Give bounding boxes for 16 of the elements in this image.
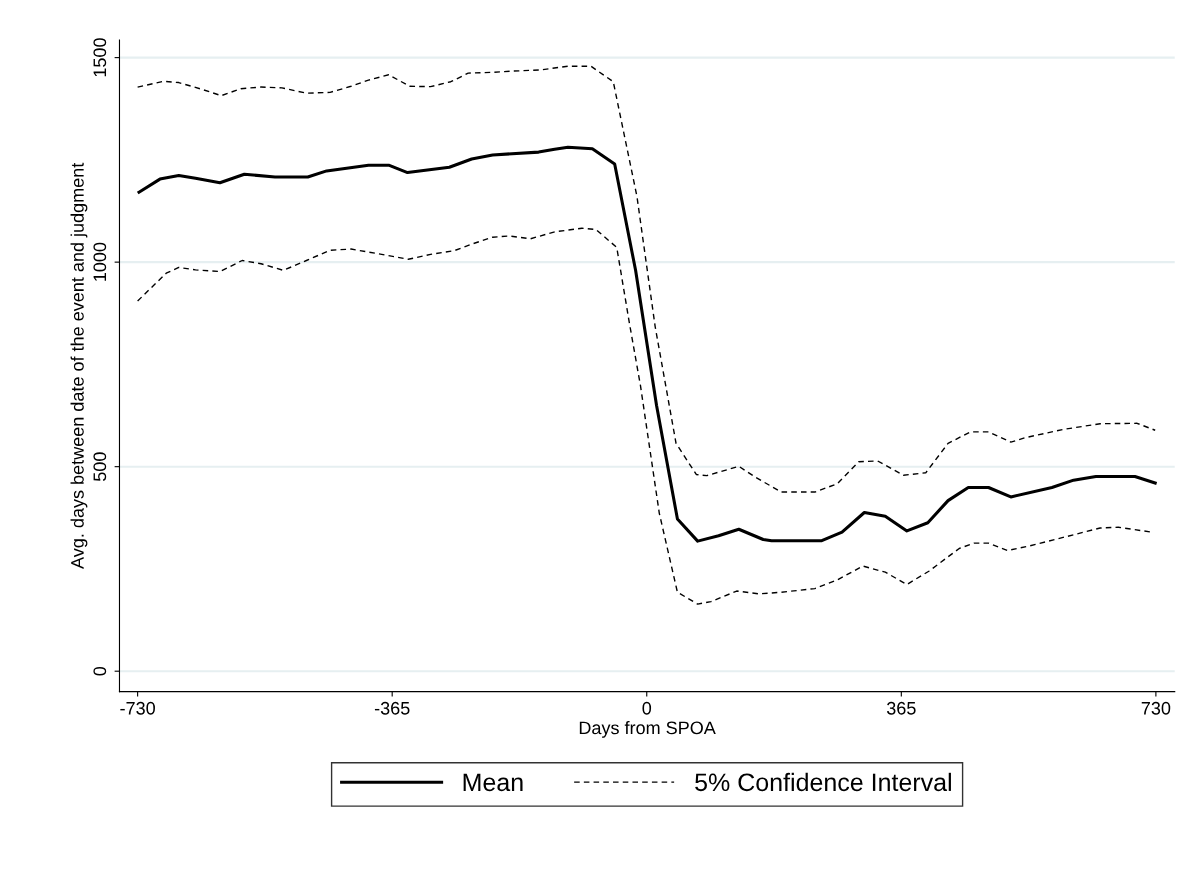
x-tick-label: -365 [374, 701, 410, 715]
x-axis-title: Days from SPOA [579, 721, 716, 738]
line-series [137, 145, 1157, 543]
legend-label: Mean [463, 773, 523, 792]
line-series [136, 65, 1156, 493]
y-axis-title: Avg. days between date of the event and judgment [70, 162, 88, 569]
line-series [136, 227, 1153, 605]
y-tick-label: 1500 [93, 38, 107, 77]
x-tick-label: 730 [1141, 701, 1171, 715]
x-tick-label: -730 [120, 701, 155, 715]
x-tick-label: 0 [642, 701, 652, 715]
y-tick-label: 1000 [93, 242, 107, 281]
y-tick-label: 0 [93, 666, 107, 676]
legend-label: 5% Confidence Interval [695, 772, 951, 792]
y-tick-label: 500 [93, 452, 107, 482]
x-tick-label: 365 [886, 701, 916, 715]
